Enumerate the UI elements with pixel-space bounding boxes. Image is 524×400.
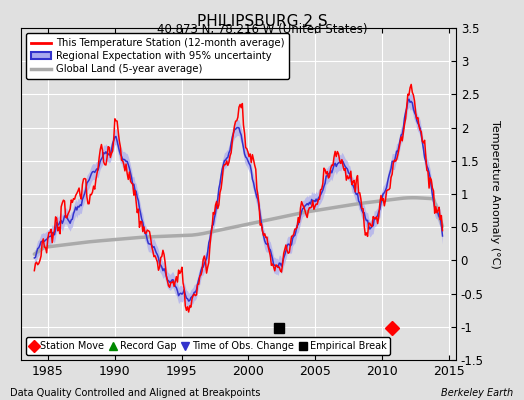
- Text: PHILIPSBURG 2 S: PHILIPSBURG 2 S: [196, 14, 328, 29]
- Text: Berkeley Earth: Berkeley Earth: [441, 388, 514, 398]
- Y-axis label: Temperature Anomaly (°C): Temperature Anomaly (°C): [490, 120, 500, 268]
- Text: Data Quality Controlled and Aligned at Breakpoints: Data Quality Controlled and Aligned at B…: [10, 388, 261, 398]
- Text: 40.873 N, 78.216 W (United States): 40.873 N, 78.216 W (United States): [157, 23, 367, 36]
- Legend: Station Move, Record Gap, Time of Obs. Change, Empirical Break: Station Move, Record Gap, Time of Obs. C…: [26, 337, 390, 355]
